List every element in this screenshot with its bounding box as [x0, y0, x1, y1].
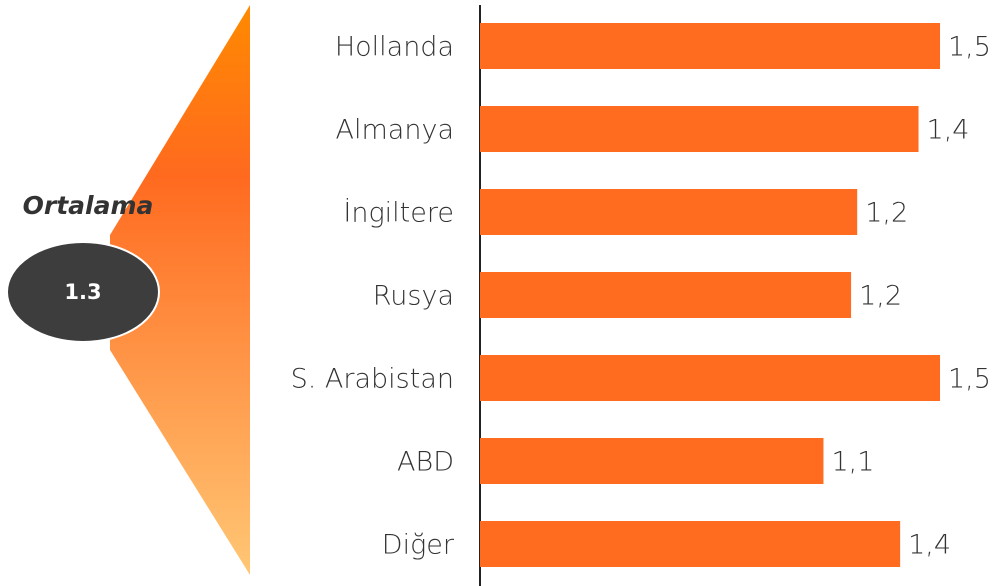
- average-bracket: [110, 5, 250, 575]
- bar: [480, 23, 940, 69]
- value-label: 1,1: [831, 447, 874, 478]
- category-label: ABD: [397, 447, 454, 478]
- bar: [480, 272, 852, 318]
- category-label: S. Arabistan: [291, 364, 454, 395]
- category-label: İngiltere: [343, 198, 454, 229]
- average-label: Ortalama: [23, 191, 154, 220]
- bar: [480, 355, 940, 401]
- average-badge: [6, 241, 160, 343]
- value-label: 1,2: [859, 281, 902, 312]
- bar: [480, 438, 824, 484]
- category-label: Rusya: [373, 281, 454, 312]
- bar: [480, 189, 858, 235]
- category-label: Diğer: [382, 530, 455, 561]
- average-value: 1.3: [64, 280, 101, 304]
- value-label: 1,2: [865, 198, 908, 229]
- value-label: 1,4: [908, 530, 951, 561]
- value-label: 1,5: [948, 32, 991, 63]
- bar: [480, 521, 901, 567]
- value-label: 1,5: [948, 364, 991, 395]
- value-label: 1,4: [927, 115, 970, 146]
- category-label: Hollanda: [335, 32, 454, 63]
- bar: [480, 106, 919, 152]
- category-label: Almanya: [336, 115, 454, 146]
